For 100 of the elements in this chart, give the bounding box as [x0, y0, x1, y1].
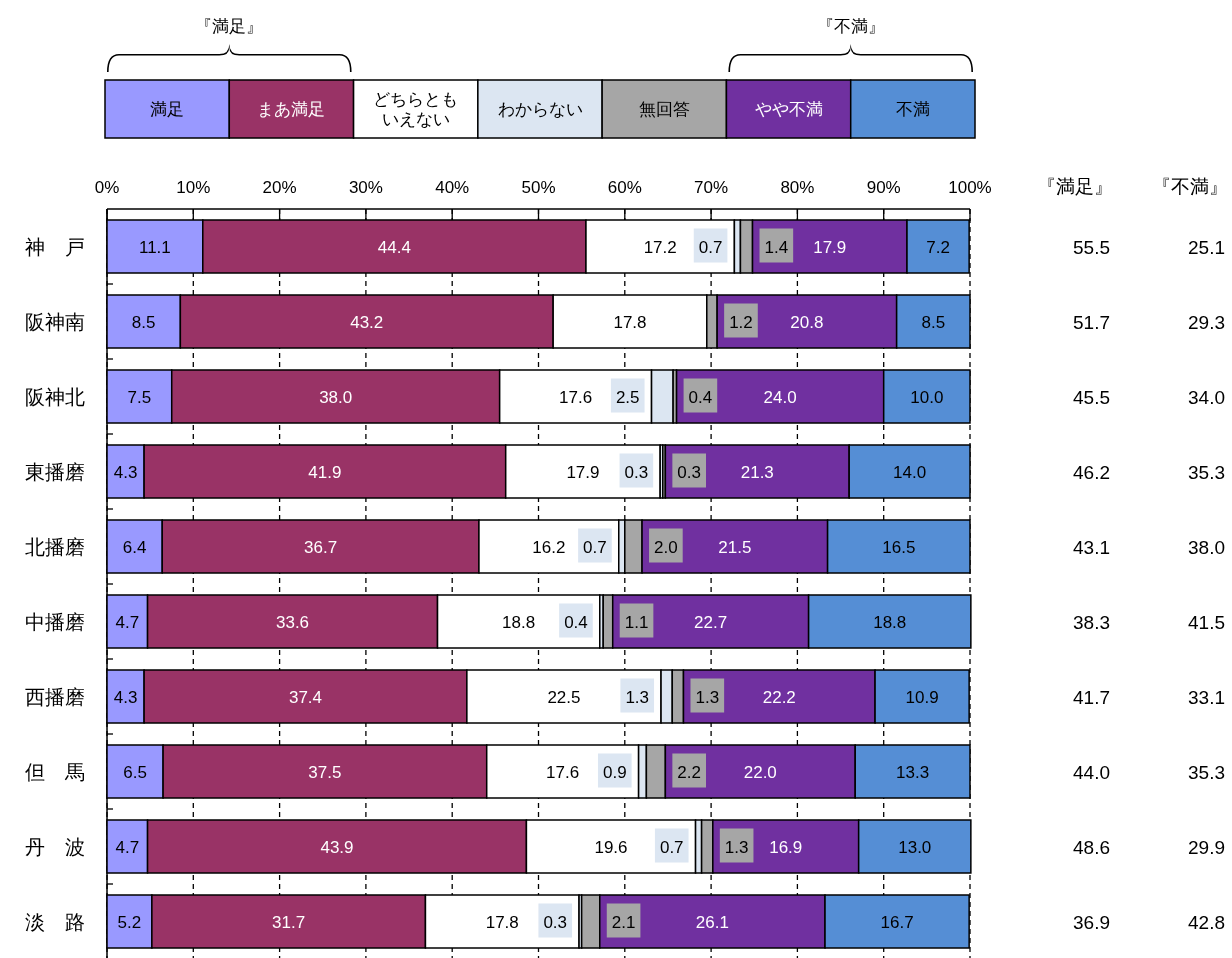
value-label: 0.4 — [688, 387, 713, 407]
value-label: 1.3 — [695, 687, 720, 707]
value-label: 0.3 — [624, 462, 649, 482]
tick-x: 90% — [866, 178, 901, 197]
tick-x: 80% — [780, 178, 815, 197]
annotation: 44.0 — [1073, 761, 1110, 783]
annotation: 51.7 — [1073, 311, 1110, 333]
value-label: 2.1 — [611, 912, 636, 932]
category: 淡 路 — [25, 910, 85, 933]
annotation: 42.8 — [1188, 911, 1225, 933]
annotation: 『満足』 — [195, 17, 264, 36]
value-label: 17.6 — [546, 762, 580, 782]
value-label: 22.5 — [547, 687, 581, 707]
value-label: 4.7 — [115, 612, 140, 632]
value-label: 1.1 — [624, 612, 649, 632]
value-label: 0.4 — [564, 612, 588, 632]
value-label: 33.6 — [276, 612, 310, 632]
tick-x: 10% — [176, 178, 211, 197]
value-label: 17.8 — [613, 312, 647, 332]
annotation: 55.5 — [1073, 236, 1110, 258]
legend-label: どちらともいえない — [373, 90, 459, 130]
annotation: 38.0 — [1188, 536, 1225, 558]
value-label: 4.7 — [115, 837, 140, 857]
value-label: 22.2 — [762, 687, 796, 707]
annotation: 35.3 — [1188, 761, 1225, 783]
value-label: 6.4 — [122, 537, 147, 557]
value-label: 26.1 — [695, 912, 729, 932]
value-label: 31.7 — [272, 912, 306, 932]
category: 阪神北 — [25, 385, 85, 408]
value-label: 36.7 — [304, 537, 338, 557]
annotation: 41.5 — [1188, 611, 1225, 633]
value-label: 37.4 — [288, 687, 323, 707]
tick-x: 30% — [348, 178, 383, 197]
value-label: 1.3 — [724, 837, 749, 857]
value-label: 8.5 — [921, 312, 946, 332]
category: 中播磨 — [25, 610, 85, 633]
value-label: 4.3 — [113, 687, 138, 707]
value-label: 2.5 — [615, 387, 640, 407]
value-label: 11.1 — [139, 237, 171, 257]
tick-x: 40% — [435, 178, 470, 197]
value-label: 16.5 — [882, 537, 916, 557]
value-label: 43.2 — [350, 312, 384, 332]
value-label: 18.8 — [502, 612, 536, 632]
value-label: 17.6 — [559, 387, 593, 407]
value-label: 14.0 — [893, 462, 927, 482]
annotation: 43.1 — [1073, 536, 1110, 558]
value-label: 18.8 — [873, 612, 907, 632]
value-label: 22.7 — [694, 612, 728, 632]
annotation: 29.9 — [1188, 836, 1225, 858]
tick-x: 70% — [694, 178, 729, 197]
value-label: 5.2 — [117, 912, 142, 932]
annotation: 41.7 — [1073, 686, 1110, 708]
annotation: 『満足』 — [1037, 176, 1113, 197]
value-label: 2.0 — [654, 537, 678, 557]
value-label: 10.9 — [905, 687, 939, 707]
tick-x: 100% — [948, 178, 992, 197]
category: 丹 波 — [25, 835, 85, 858]
value-label: 41.9 — [308, 462, 342, 482]
category: 北播磨 — [25, 535, 85, 558]
annotation: 38.3 — [1073, 611, 1110, 633]
value-label: 0.9 — [602, 762, 627, 782]
value-label: 21.5 — [718, 537, 752, 557]
value-label: 1.3 — [625, 687, 650, 707]
annotation: 34.0 — [1188, 386, 1225, 408]
value-label: 0.7 — [583, 537, 607, 557]
value-label: 0.3 — [677, 462, 701, 482]
value-label: 7.5 — [127, 387, 152, 407]
value-label: 1.2 — [729, 312, 753, 332]
tick-x: 60% — [607, 178, 642, 197]
legend-label: 不満 — [895, 100, 930, 120]
value-label: 0.7 — [698, 237, 723, 257]
value-label: 17.8 — [485, 912, 519, 932]
value-label: 7.2 — [926, 237, 950, 257]
value-label: 22.0 — [743, 762, 777, 782]
legend-label: 満足 — [150, 100, 185, 120]
tick-x: 50% — [521, 178, 556, 197]
annotation: 46.2 — [1073, 461, 1110, 483]
legend-label: まあ満足 — [257, 100, 326, 120]
value-label: 16.7 — [880, 912, 914, 932]
annotation: 45.5 — [1073, 386, 1110, 408]
value-label: 38.0 — [319, 387, 353, 407]
value-label: 13.0 — [898, 837, 932, 857]
tick-x: 20% — [262, 178, 297, 197]
annotation: 『不満』 — [816, 17, 885, 36]
annotation: 48.6 — [1073, 836, 1110, 858]
value-label: 8.5 — [131, 312, 156, 332]
value-label: 17.9 — [566, 462, 600, 482]
value-label: 19.6 — [594, 837, 628, 857]
value-label: 13.3 — [896, 762, 930, 782]
value-label: 24.0 — [763, 387, 797, 407]
legend-label: 無回答 — [638, 100, 690, 120]
value-label: 10.0 — [910, 387, 944, 407]
value-label: 17.2 — [643, 237, 677, 257]
annotation: 33.1 — [1188, 686, 1225, 708]
value-label: 6.5 — [123, 762, 147, 782]
tick-x: 0% — [94, 178, 120, 197]
category: 但 馬 — [25, 760, 85, 783]
annotation: 25.1 — [1188, 236, 1225, 258]
value-label: 37.5 — [308, 762, 342, 782]
annotation: 『不満』 — [1152, 176, 1228, 197]
